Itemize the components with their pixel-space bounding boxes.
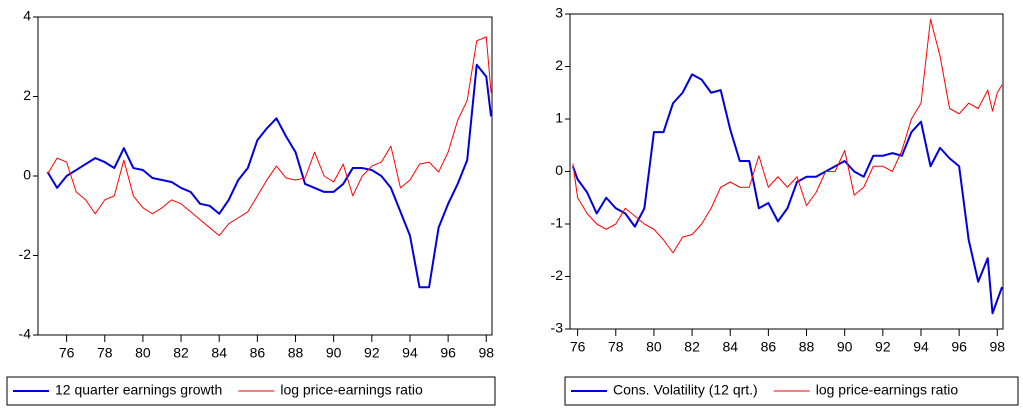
y-tick-label: -4 [19,326,32,342]
x-tick-label: 86 [250,345,266,361]
plot-frame [569,13,1004,330]
x-tick-label: 94 [913,339,929,355]
x-tick-label: 94 [402,345,418,361]
legend-label: 12 quarter earnings growth [55,382,222,398]
y-tick-label: -3 [551,320,564,336]
series-line [572,18,1003,254]
y-tick-label: 3 [555,5,563,21]
x-tick-label: 92 [875,339,891,355]
x-tick-label: 84 [722,339,738,355]
x-tick-label: 96 [440,345,456,361]
x-tick-label: 90 [326,345,342,361]
y-tick-label: -2 [19,246,32,262]
x-tick-label: 98 [478,345,494,361]
x-tick-label: 88 [799,339,815,355]
y-tick-label: 1 [555,110,563,126]
x-tick-label: 80 [135,345,151,361]
x-tick-label: 80 [646,339,662,355]
x-tick-label: 78 [97,345,113,361]
y-tick-label: -2 [551,267,564,283]
x-tick-label: 92 [364,345,380,361]
legend-label: Cons. Volatility (12 qrt.) [613,382,758,398]
legend-box [6,376,496,406]
series-line [571,73,1003,315]
y-tick-label: -1 [551,215,564,231]
series-line [46,63,493,289]
x-tick-label: 90 [837,339,853,355]
x-tick-label: 96 [951,339,967,355]
x-tick-label: 88 [288,345,304,361]
y-tick-label: 0 [555,162,563,178]
x-tick-label: 84 [211,345,227,361]
x-tick-label: 78 [608,339,624,355]
legend-box [564,376,1019,406]
x-tick-label: 86 [761,339,777,355]
x-tick-label: 82 [684,339,700,355]
y-tick-label: 4 [23,8,31,24]
x-tick-label: 76 [570,339,586,355]
x-tick-label: 82 [173,345,189,361]
y-tick-label: 0 [23,167,31,183]
legend-label: log price-earnings ratio [280,382,423,398]
y-tick-label: 2 [23,87,31,103]
legend-label: log price-earnings ratio [816,382,959,398]
y-tick-label: 2 [555,57,563,73]
series-line [47,36,492,237]
x-tick-label: 98 [989,339,1005,355]
x-tick-label: 76 [59,345,75,361]
